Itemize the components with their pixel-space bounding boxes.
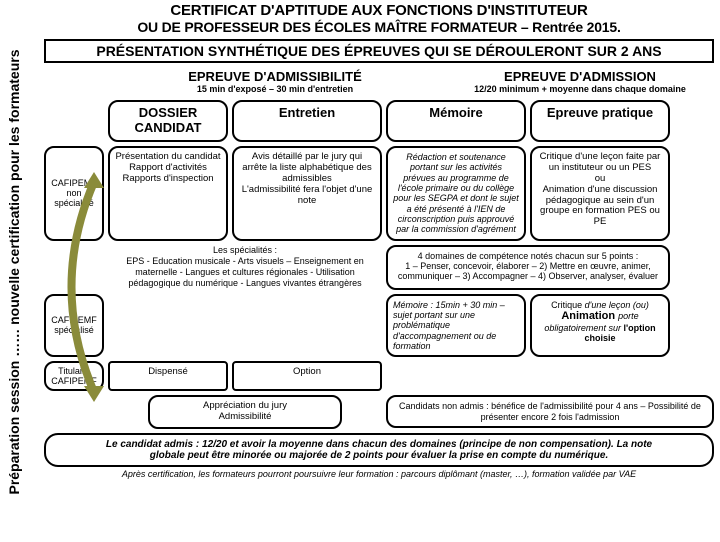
non-admis-box: Candidats non admis : bénéfice de l'admi…	[386, 395, 714, 428]
domaines-box: 4 domaines de compétence notés chacun su…	[386, 245, 670, 290]
head-memoire: Mémoire	[386, 100, 526, 142]
side-spec: CAFIPEMF spécialisé	[44, 294, 104, 358]
side-titulaire: Titulaire CAFIPEMF	[44, 361, 104, 391]
cell-memoire: Rédaction et soutenance portant sur les …	[386, 146, 526, 241]
admission-sub: 12/20 minimum + moyenne dans chaque doma…	[446, 84, 714, 94]
title-line-2: OU DE PROFESSEUR DES ÉCOLES MAÎTRE FORMA…	[44, 19, 714, 35]
specialites-text: Les spécialités : EPS - Education musica…	[108, 245, 382, 290]
admission-title: EPREUVE D'ADMISSION	[446, 69, 714, 84]
title-line-1: CERTIFICAT D'APTITUDE AUX FONCTIONS D'IN…	[44, 2, 714, 19]
footer-apres: Après certification, les formateurs pour…	[44, 469, 714, 479]
footer-admis: Le candidat admis : 12/20 et avoir la mo…	[44, 433, 714, 467]
head-dossier: DOSSIER CANDIDAT	[108, 100, 228, 142]
option-box: Option	[232, 361, 382, 391]
head-entretien: Entretien	[232, 100, 382, 142]
cell-entretien: Avis détaillé par le jury qui arrête la …	[232, 146, 382, 241]
subtitle-box: PRÉSENTATION SYNTHÉTIQUE DES ÉPREUVES QU…	[44, 39, 714, 63]
cell-pratique: Critique d'une leçon faite par un instit…	[530, 146, 670, 241]
pratique-spec: Critique d'une leçon (ou) Animation port…	[530, 294, 670, 358]
main-area: CERTIFICAT D'APTITUDE AUX FONCTIONS D'IN…	[44, 2, 720, 479]
cell-dossier: Présentation du candidat Rapport d'activ…	[108, 146, 228, 241]
vertical-label: Préparation session …… nouvelle certific…	[6, 32, 22, 512]
memoire-spec: Mémoire : 15min + 30 min – sujet portant…	[386, 294, 526, 358]
head-pratique: Epreuve pratique	[530, 100, 670, 142]
admissibilite-title: EPREUVE D'ADMISSIBILITÉ	[110, 69, 440, 84]
appreciation-box: Appréciation du jury Admissibilité	[148, 395, 342, 429]
side-non-spec: CAFIPEMF non spécialisé	[44, 146, 104, 241]
admissibilite-sub: 15 min d'exposé – 30 min d'entretien	[110, 84, 440, 94]
diagram-grid: DOSSIER CANDIDAT Entretien Mémoire Epreu…	[44, 100, 714, 391]
dispense-box: Dispensé	[108, 361, 228, 391]
epreuve-headers: EPREUVE D'ADMISSIBILITÉ 15 min d'exposé …	[44, 69, 714, 94]
